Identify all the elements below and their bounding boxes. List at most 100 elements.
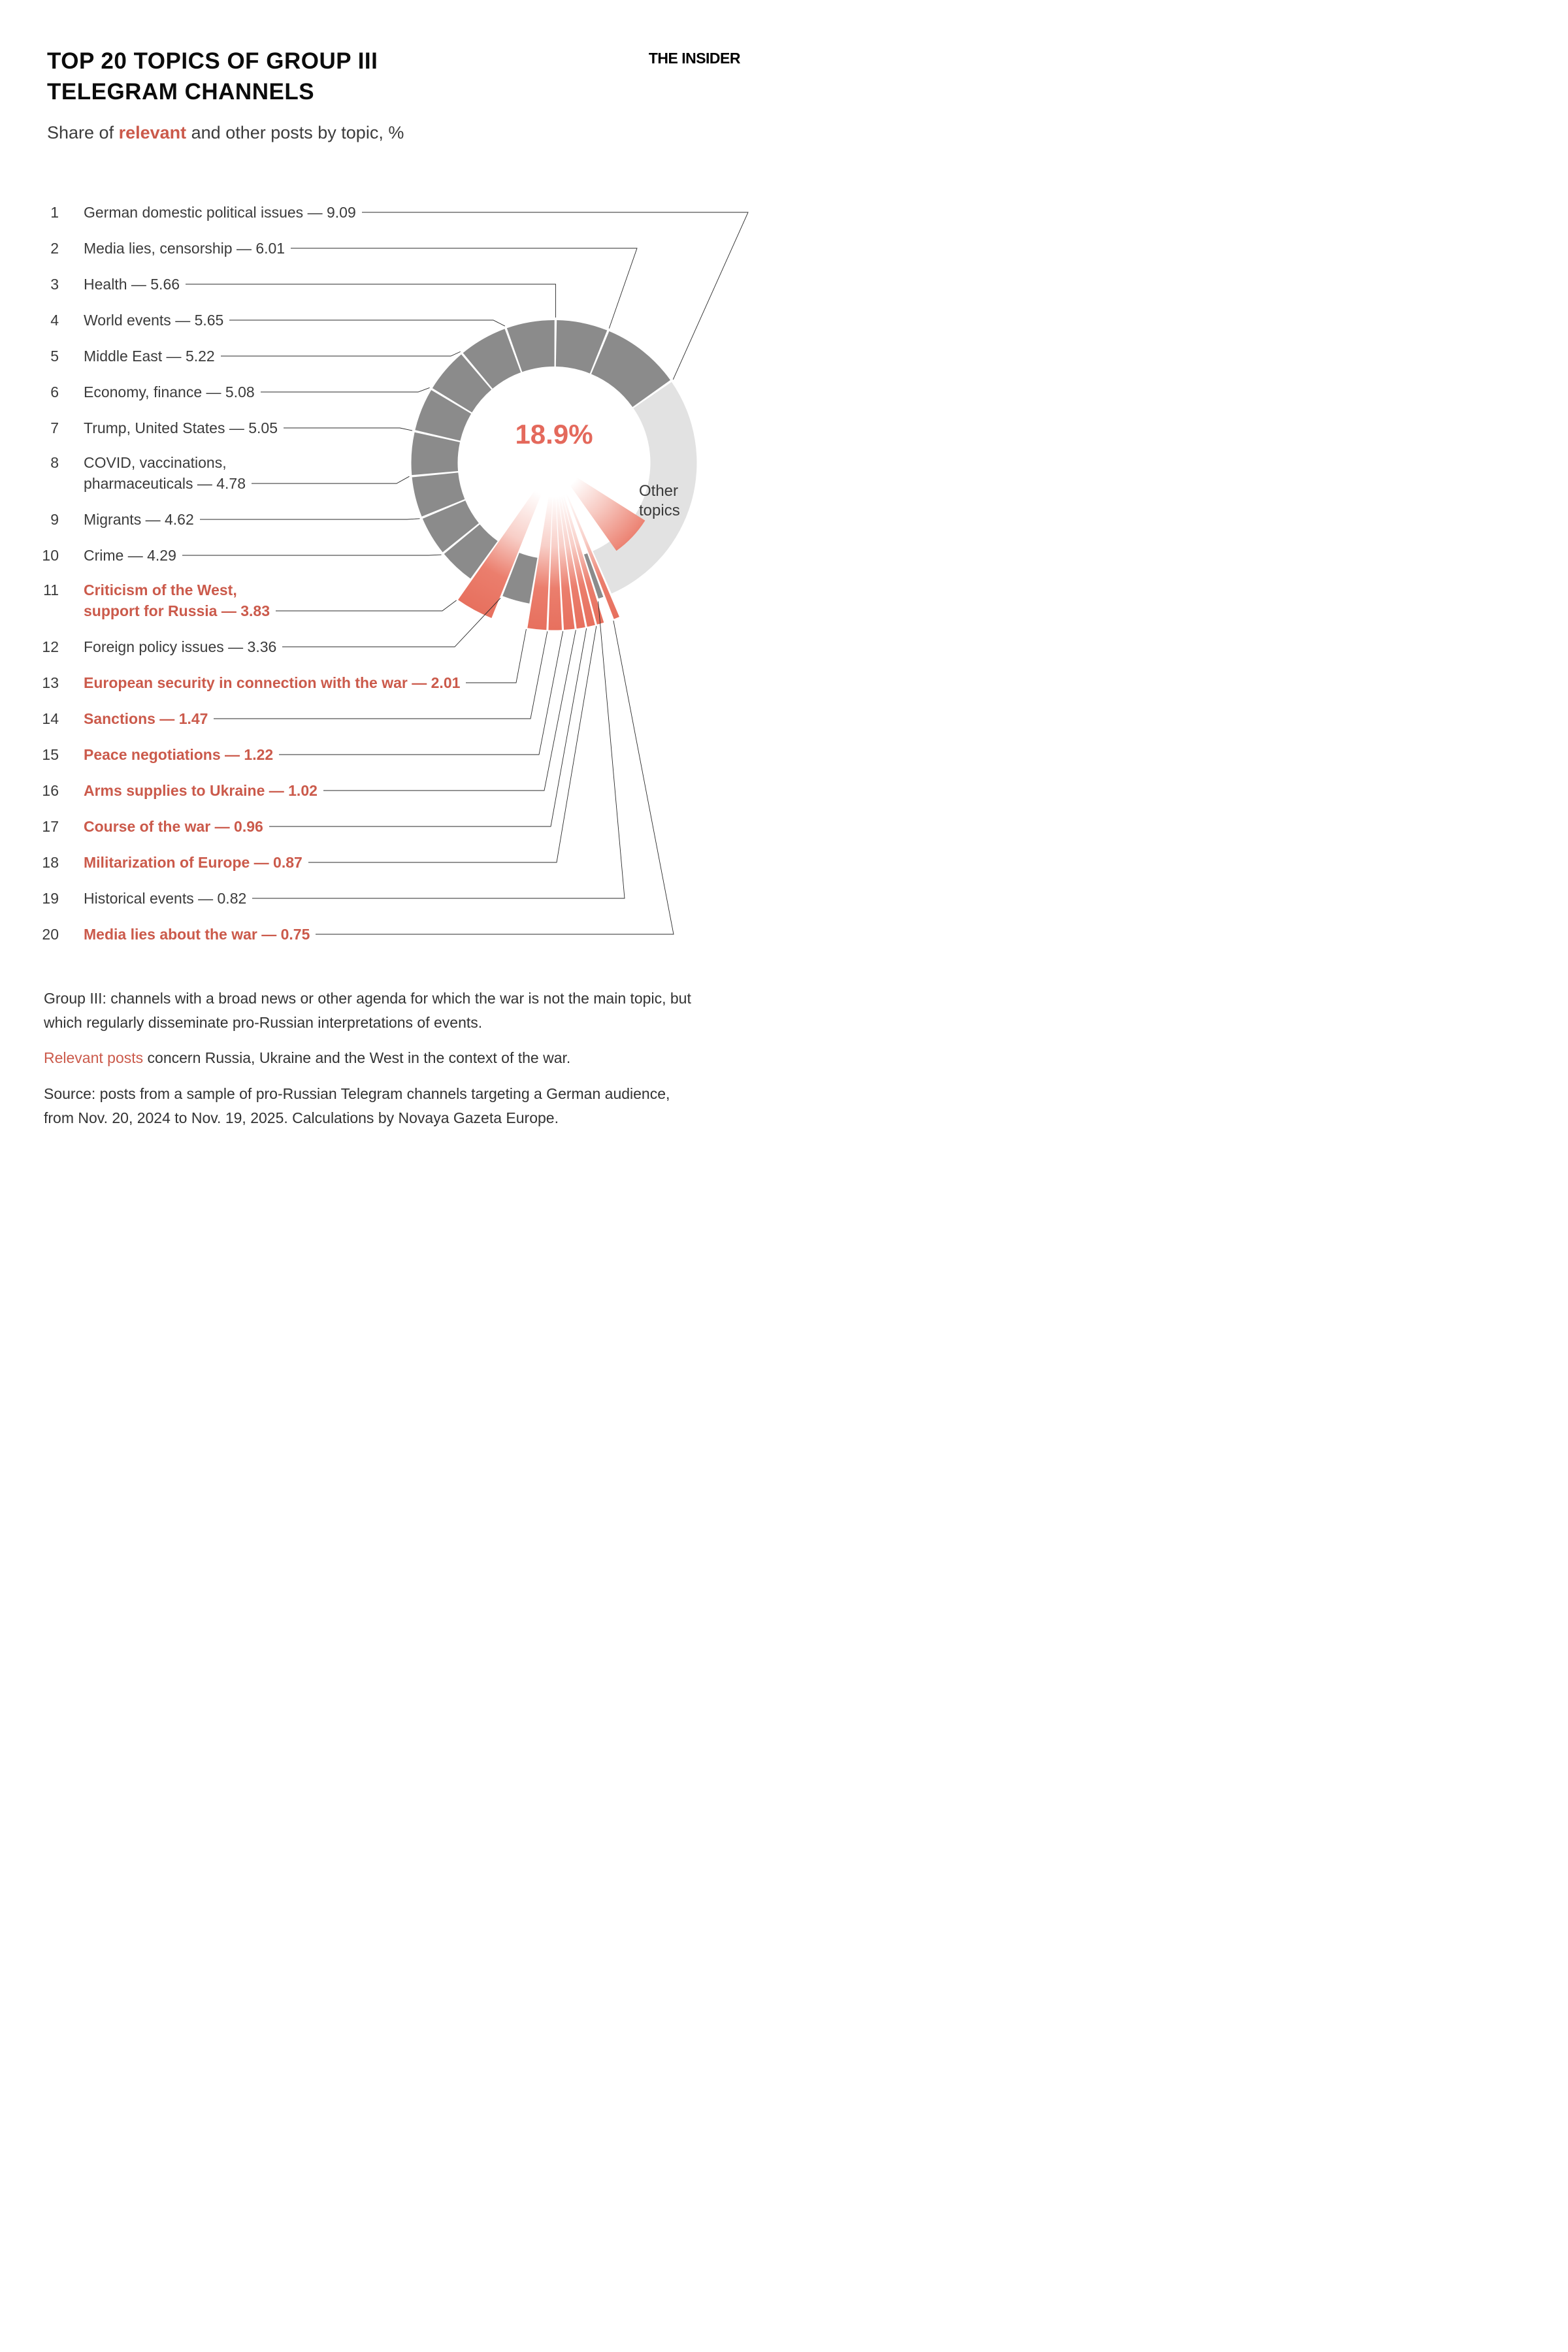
topic-label: German domestic political issues — 9.09: [84, 204, 356, 221]
topic-rank: 13: [42, 674, 59, 691]
topic-rank: 16: [42, 782, 59, 799]
leader-line-12: [282, 598, 501, 647]
donut-segment-6: [415, 390, 472, 441]
infographic-page: TOP 20 TOPICS OF GROUP III TELEGRAM CHAN…: [0, 0, 784, 1176]
footnote-relevant-rest: concern Russia, Ukraine and the West in …: [143, 1049, 571, 1066]
donut-segment-12: [502, 553, 538, 604]
relevant-wedge-13: [527, 463, 554, 630]
topic-label: Historical events — 0.82: [84, 890, 247, 907]
topic-rank: 8: [50, 453, 59, 471]
topic-label: Peace negotiations — 1.22: [84, 746, 274, 763]
donut-segment-7: [411, 432, 460, 476]
topic-rank: 5: [50, 348, 59, 365]
title-line-2: TELEGRAM CHANNELS: [47, 79, 315, 105]
leader-line-18: [308, 626, 597, 863]
chart-subtitle: Share of relevant and other posts by top…: [47, 123, 404, 143]
topic-label: European security in connection with the…: [84, 674, 461, 691]
leader-line-3: [186, 284, 556, 318]
topic-label: Militarization of Europe — 0.87: [84, 854, 302, 871]
leader-line-8: [252, 476, 410, 484]
leader-line-17: [269, 628, 587, 827]
topic-rank: 20: [42, 926, 59, 943]
leader-line-4: [229, 319, 506, 327]
other-topics-label-line2: topics: [639, 502, 680, 519]
leader-line-20: [316, 620, 674, 935]
footnote-source: Source: posts from a sample of pro-Russi…: [44, 1085, 670, 1126]
topic-label: COVID, vaccinations,: [84, 453, 227, 471]
donut-segment-9: [422, 500, 479, 553]
topic-rank: 3: [50, 276, 59, 293]
donut-chart: [182, 212, 749, 935]
topic-label: Foreign policy issues — 3.36: [84, 638, 277, 655]
leader-line-6: [261, 387, 430, 393]
leader-line-11: [276, 600, 457, 612]
leader-line-2: [291, 248, 638, 329]
relevant-wedge-16: [554, 463, 585, 629]
donut-segment-5: [432, 354, 492, 413]
subtitle-suffix: and other posts by topic, %: [186, 123, 404, 142]
brand-logo: THE INSIDER: [648, 50, 741, 67]
leader-line-13: [466, 629, 527, 683]
topic-label: Sanctions — 1.47: [84, 710, 208, 727]
topic-rank: 10: [42, 547, 59, 564]
topic-rank: 1: [50, 204, 59, 221]
donut-segment-10: [444, 524, 498, 579]
subtitle-prefix: Share of: [47, 123, 119, 142]
topic-rank: 18: [42, 854, 59, 871]
footnote-relevant: Relevant posts concern Russia, Ukraine a…: [44, 1046, 704, 1070]
topic-rank: 11: [43, 581, 59, 598]
topic-rank: 15: [42, 746, 59, 763]
topic-label: Trump, United States — 5.05: [84, 419, 278, 436]
other-topics-label: Other topics: [639, 482, 680, 521]
topic-label: Criticism of the West,: [84, 581, 237, 598]
leader-line-7: [284, 427, 413, 431]
topic-label: Media lies, censorship — 6.01: [84, 240, 286, 257]
other-relevant-wedge: [554, 463, 645, 551]
topic-rank: 6: [50, 384, 59, 400]
leader-line-5: [221, 351, 461, 357]
leader-line-15: [279, 631, 564, 755]
topic-rank: 17: [42, 818, 59, 835]
relevant-wedge-11: [458, 463, 554, 618]
donut-segment-2: [555, 320, 608, 374]
subtitle-highlight: relevant: [118, 123, 187, 142]
topic-rank: 12: [42, 638, 59, 655]
topic-label: Middle East — 5.22: [84, 348, 215, 365]
topic-label: pharmaceuticals — 4.78: [84, 475, 246, 492]
leader-line-14: [214, 631, 548, 719]
relevant-wedge-14: [548, 463, 562, 630]
leader-line-1: [362, 212, 749, 380]
footnote-group: Group III: channels with a broad news or…: [44, 990, 691, 1031]
relevant-wedge-18: [554, 463, 604, 625]
topic-label: Arms supplies to Ukraine — 1.02: [84, 782, 318, 799]
other-topics-label-line1: Other: [639, 482, 679, 500]
relevant-wedge-15: [554, 463, 575, 630]
donut-segment-4: [463, 329, 521, 389]
donut-segment-19: [583, 553, 604, 599]
topic-label: Health — 5.66: [84, 276, 180, 293]
leader-line-19: [252, 601, 625, 899]
topic-rank: 14: [42, 710, 59, 727]
topic-label: Economy, finance — 5.08: [84, 384, 255, 400]
topic-rank: 7: [50, 419, 59, 436]
topic-label: Media lies about the war — 0.75: [84, 926, 310, 943]
topic-label: Crime — 4.29: [84, 547, 176, 564]
donut-segment-1: [591, 331, 670, 407]
donut-segment-8: [412, 472, 465, 517]
topic-label: World events — 5.65: [84, 312, 224, 329]
donut-segment-3: [506, 319, 555, 372]
topic-label: Course of the war — 0.96: [84, 818, 263, 835]
title-line-1: TOP 20 TOPICS OF GROUP III: [47, 48, 378, 74]
donut-center-value: 18.9%: [515, 419, 593, 449]
topic-label: support for Russia — 3.83: [84, 602, 270, 619]
footnote-relevant-highlight: Relevant posts: [44, 1049, 144, 1066]
topic-label: Migrants — 4.62: [84, 511, 194, 528]
page-title: TOP 20 TOPICS OF GROUP III TELEGRAM CHAN…: [47, 46, 378, 107]
relevant-wedge-17: [554, 463, 595, 627]
topic-rank: 9: [50, 511, 59, 528]
topic-rank: 19: [42, 890, 59, 907]
topic-rank: 2: [50, 240, 59, 257]
relevant-wedge-20: [554, 463, 619, 619]
leader-line-16: [323, 630, 576, 791]
topic-rank: 4: [50, 312, 59, 329]
